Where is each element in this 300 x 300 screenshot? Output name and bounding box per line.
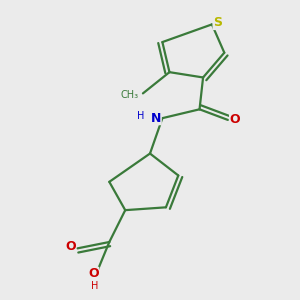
Text: CH₃: CH₃ bbox=[121, 90, 139, 100]
Text: N: N bbox=[151, 112, 161, 125]
Text: O: O bbox=[88, 267, 99, 280]
Text: O: O bbox=[65, 241, 76, 254]
Text: S: S bbox=[213, 16, 222, 29]
Text: O: O bbox=[230, 113, 240, 126]
Text: H: H bbox=[92, 280, 99, 290]
Text: H: H bbox=[137, 111, 144, 121]
